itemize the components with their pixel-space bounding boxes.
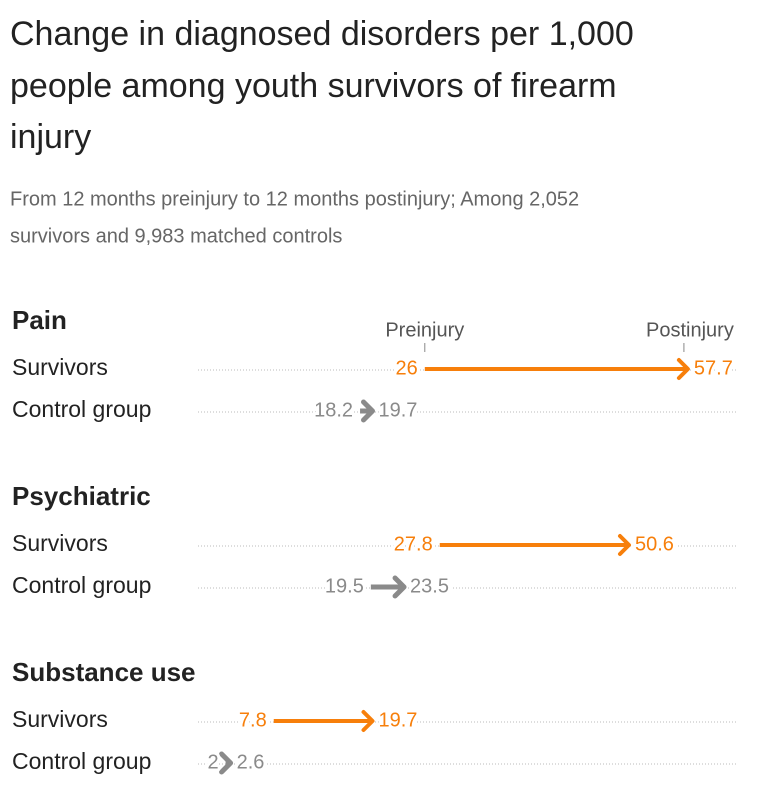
arrow-head: [676, 358, 690, 380]
chart-title: Change in diagnosed disorders per 1,000: [10, 15, 634, 53]
start-value-label: 2: [207, 751, 218, 773]
chart-title: injury: [10, 118, 91, 156]
end-value-label: 57.7: [694, 357, 733, 379]
group-label: Pain: [12, 305, 67, 335]
start-value-label: 27.8: [394, 533, 433, 555]
arrow-head: [361, 399, 376, 423]
group-label: Psychiatric: [12, 481, 151, 511]
row-label: Survivors: [12, 706, 108, 732]
start-value-label: 18.2: [314, 399, 353, 421]
start-legend-label: Preinjury: [385, 319, 464, 341]
end-value-label: 2.6: [237, 751, 265, 773]
row-label: Survivors: [12, 530, 108, 556]
arrow-head: [219, 751, 234, 775]
end-value-label: 23.5: [410, 575, 449, 597]
group-label: Substance use: [12, 657, 196, 687]
chart-title: people among youth survivors of firearm: [10, 67, 617, 105]
chart-subtitle: From 12 months preinjury to 12 months po…: [10, 188, 579, 210]
end-value-label: 50.6: [635, 533, 674, 555]
arrow-head: [361, 710, 375, 732]
arrow-head: [617, 534, 631, 556]
row-label: Control group: [12, 572, 151, 598]
row-label: Survivors: [12, 354, 108, 380]
arrow-head: [392, 575, 407, 599]
end-value-label: 19.7: [379, 709, 418, 731]
chart-subtitle: survivors and 9,983 matched controls: [10, 225, 342, 247]
end-value-label: 19.7: [379, 399, 418, 421]
row-label: Control group: [12, 748, 151, 774]
start-value-label: 26: [396, 357, 418, 379]
row-label: Control group: [12, 396, 151, 422]
start-value-label: 19.5: [325, 575, 364, 597]
end-legend-label: Postinjury: [646, 319, 734, 341]
start-value-label: 7.8: [239, 709, 267, 731]
